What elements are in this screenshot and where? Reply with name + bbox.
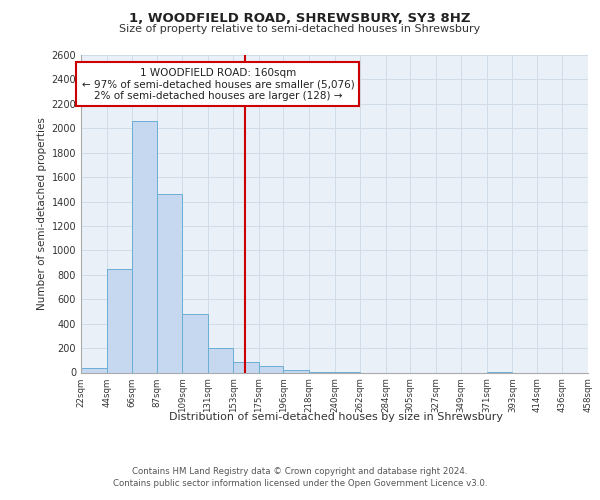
Bar	[259, 366, 283, 372]
Text: Contains HM Land Registry data © Crown copyright and database right 2024.: Contains HM Land Registry data © Crown c…	[132, 468, 468, 476]
Bar	[107, 268, 132, 372]
Bar	[182, 314, 208, 372]
Y-axis label: Number of semi-detached properties: Number of semi-detached properties	[37, 118, 47, 310]
Bar	[132, 121, 157, 372]
Bar	[157, 194, 182, 372]
Bar	[283, 370, 309, 372]
Bar	[81, 368, 107, 372]
Text: Contains public sector information licensed under the Open Government Licence v3: Contains public sector information licen…	[113, 479, 487, 488]
Bar	[208, 348, 233, 372]
Text: Distribution of semi-detached houses by size in Shrewsbury: Distribution of semi-detached houses by …	[169, 412, 503, 422]
Text: 1, WOODFIELD ROAD, SHREWSBURY, SY3 8HZ: 1, WOODFIELD ROAD, SHREWSBURY, SY3 8HZ	[129, 12, 471, 26]
Text: Size of property relative to semi-detached houses in Shrewsbury: Size of property relative to semi-detach…	[119, 24, 481, 34]
Bar	[233, 362, 259, 372]
Text: 1 WOODFIELD ROAD: 160sqm
← 97% of semi-detached houses are smaller (5,076)
2% of: 1 WOODFIELD ROAD: 160sqm ← 97% of semi-d…	[82, 68, 354, 101]
